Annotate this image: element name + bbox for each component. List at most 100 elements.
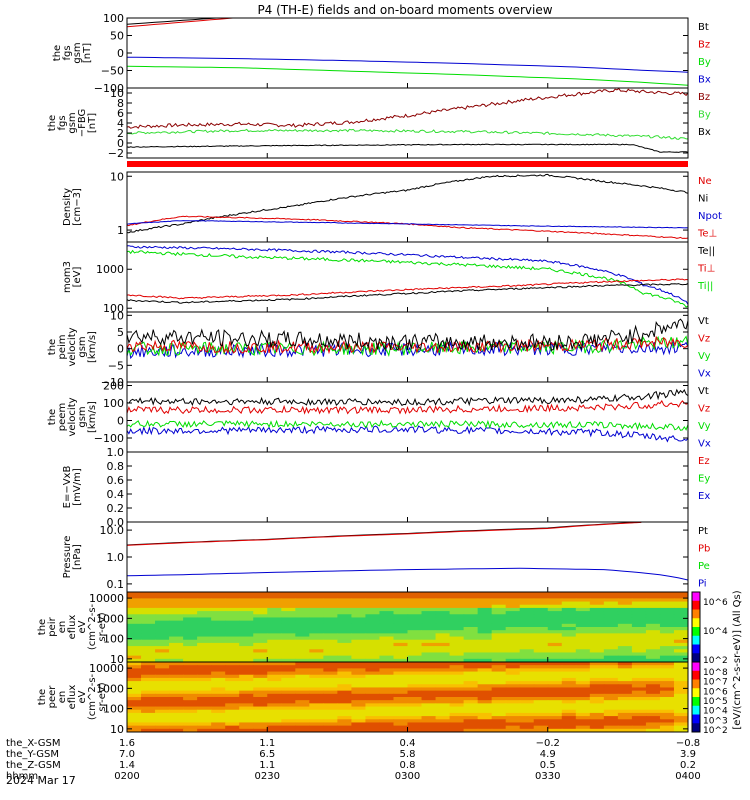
xaxis-value: 1.6 (119, 738, 135, 749)
x-axis-table: the_X-GSM 1.6 1.1 0.4 −0.2 −0.8 the_Y-GSM 7.0 6.… (6, 738, 701, 782)
ytick-label: 0.8 (107, 460, 125, 473)
ylabel-line: [nT] (87, 113, 98, 133)
series-line-1 (127, 215, 688, 239)
colorbar-tick: 10^3 (703, 716, 728, 726)
ytick-label: 0 (117, 415, 124, 428)
ylabel-line: (cm^2-s- (87, 603, 98, 650)
ytick-label: 0.0 (107, 516, 125, 529)
ylabel-line: gsm (77, 336, 88, 357)
ylabel-line: [nT] (82, 43, 93, 63)
xaxis-row-label: the_Z-GSM (6, 760, 61, 771)
ylabel-line: sr-eV) (97, 682, 108, 711)
ytick-label: 100 (103, 703, 124, 716)
ylabel-line: [cm−3] (72, 188, 83, 226)
series-line-3 (127, 283, 688, 304)
series-line-3 (127, 65, 688, 86)
ytick-label: 0.6 (107, 474, 125, 487)
xaxis-value: 0330 (535, 771, 560, 782)
legend-entry: Bz (698, 92, 710, 103)
legend-entry: Ey (698, 474, 710, 485)
ytick-label: 10 (110, 170, 124, 183)
ytick-label: 10 (110, 723, 124, 736)
legend-entry: Ne (698, 176, 712, 187)
ytick-label: −100 (94, 82, 124, 95)
ylabel-line: peir (47, 616, 58, 636)
legend-entry: Npot (698, 211, 722, 222)
ytick-label: 100 (103, 302, 124, 315)
panel-frame (126, 171, 689, 243)
legend-entry: Ni (698, 194, 708, 205)
ylabel-line: eV (77, 620, 88, 633)
ytick-label: 10.0 (100, 524, 125, 537)
legend-entry: Vx (698, 369, 711, 380)
ytick-label: 0.4 (107, 488, 125, 501)
ytick-label: −2 (108, 147, 124, 160)
xaxis-value: 5.8 (400, 749, 416, 760)
ylabel-line: −FBG (77, 109, 88, 138)
spectrogram (127, 592, 688, 662)
ytick-label: 1 (117, 224, 124, 237)
legend-entry: Bz (698, 40, 710, 51)
xaxis-value: 1.4 (119, 760, 135, 771)
colorbar: 10^810^710^610^510^410^310^2 (691, 661, 728, 736)
ylabel-line: the (47, 115, 58, 131)
ytick-label: 10000 (89, 592, 124, 605)
ylabel-line: fgs (57, 115, 68, 130)
panel-2: 10 1 Density [cm−3] Ne Ni Npot Te⊥ (62, 170, 722, 243)
date-label: 2024 Mar 17 (6, 774, 76, 787)
ytick-label: 0 (117, 343, 124, 356)
xaxis-row-label: hhmm (6, 771, 38, 782)
ylabel-line: the (52, 45, 63, 61)
ylabel-line: mom3 (62, 261, 73, 293)
ytick-label: 8 (117, 97, 124, 110)
spectrogram (127, 662, 688, 732)
legend-entry: Vy (698, 351, 711, 362)
legend-entry: Vz (698, 334, 710, 345)
series-line-1 (127, 419, 688, 431)
chart-title: P4 (TH-E) fields and on-board moments ov… (257, 3, 552, 17)
series-line-3 (127, 388, 688, 407)
colorbar-tick: 10^6 (703, 687, 728, 697)
panel-9: 10000 1000 100 10 the peer en eflux eV (cm^2-s-sr… (37, 661, 728, 736)
ytick-label: 10 (110, 309, 124, 322)
ytick-label: 10 (110, 87, 124, 100)
ylabel-line: the (37, 619, 48, 635)
series-line-0 (127, 425, 688, 443)
panel-7: 10.0 1.0 0.1 Pressure [nPa] Pt Pb Pe Pi (62, 521, 710, 593)
series-line-1 (127, 249, 688, 308)
ytick-label: −50 (101, 65, 124, 78)
ylabel-line: the (37, 689, 48, 705)
series-line-0 (127, 173, 688, 234)
legend-entry: Ti⊥ (697, 264, 715, 275)
series-line-2 (127, 143, 688, 153)
ylabel-line: en (57, 621, 68, 634)
series-line-3 (127, 318, 688, 352)
panel-frame (126, 521, 689, 593)
xaxis-row-label: the_X-GSM (6, 738, 60, 749)
legend-entry: Vt (698, 386, 709, 397)
ytick-label: −100 (94, 432, 124, 445)
colorbar-label: [eV/(cm^2-s-sr-eV)] (All Qs) (732, 590, 743, 729)
ytick-label: 100 (103, 12, 124, 25)
ylabel-line: [eV] (72, 267, 83, 288)
colorbar-tick: 10^7 (703, 678, 728, 688)
panel-frame (126, 451, 689, 523)
xaxis-row-label: the_Y-GSM (6, 749, 59, 760)
colorbar: 10^6 10^4 10^2 (691, 591, 728, 666)
panel-4: 10 5 0 −5 −10 the peim velocity gsm [km/s] Vt Vz Vy V… (47, 309, 711, 389)
legend-entry: Ex (698, 491, 710, 502)
legend-entry: By (698, 57, 711, 68)
series-line-0 (127, 340, 688, 360)
series-line-2 (127, 56, 688, 73)
ylabel-line: velocity (67, 327, 78, 366)
legend-entry: Ez (698, 456, 710, 467)
ylabel-line: gsm (72, 42, 83, 63)
colorbar-tick: 10^6 (703, 598, 728, 608)
ylabel-line: peim (57, 334, 68, 359)
xaxis-value: 4.9 (540, 749, 556, 760)
legend-entry: Vz (698, 404, 710, 415)
series-line-2 (127, 567, 688, 581)
xaxis-value: 1.1 (259, 760, 275, 771)
